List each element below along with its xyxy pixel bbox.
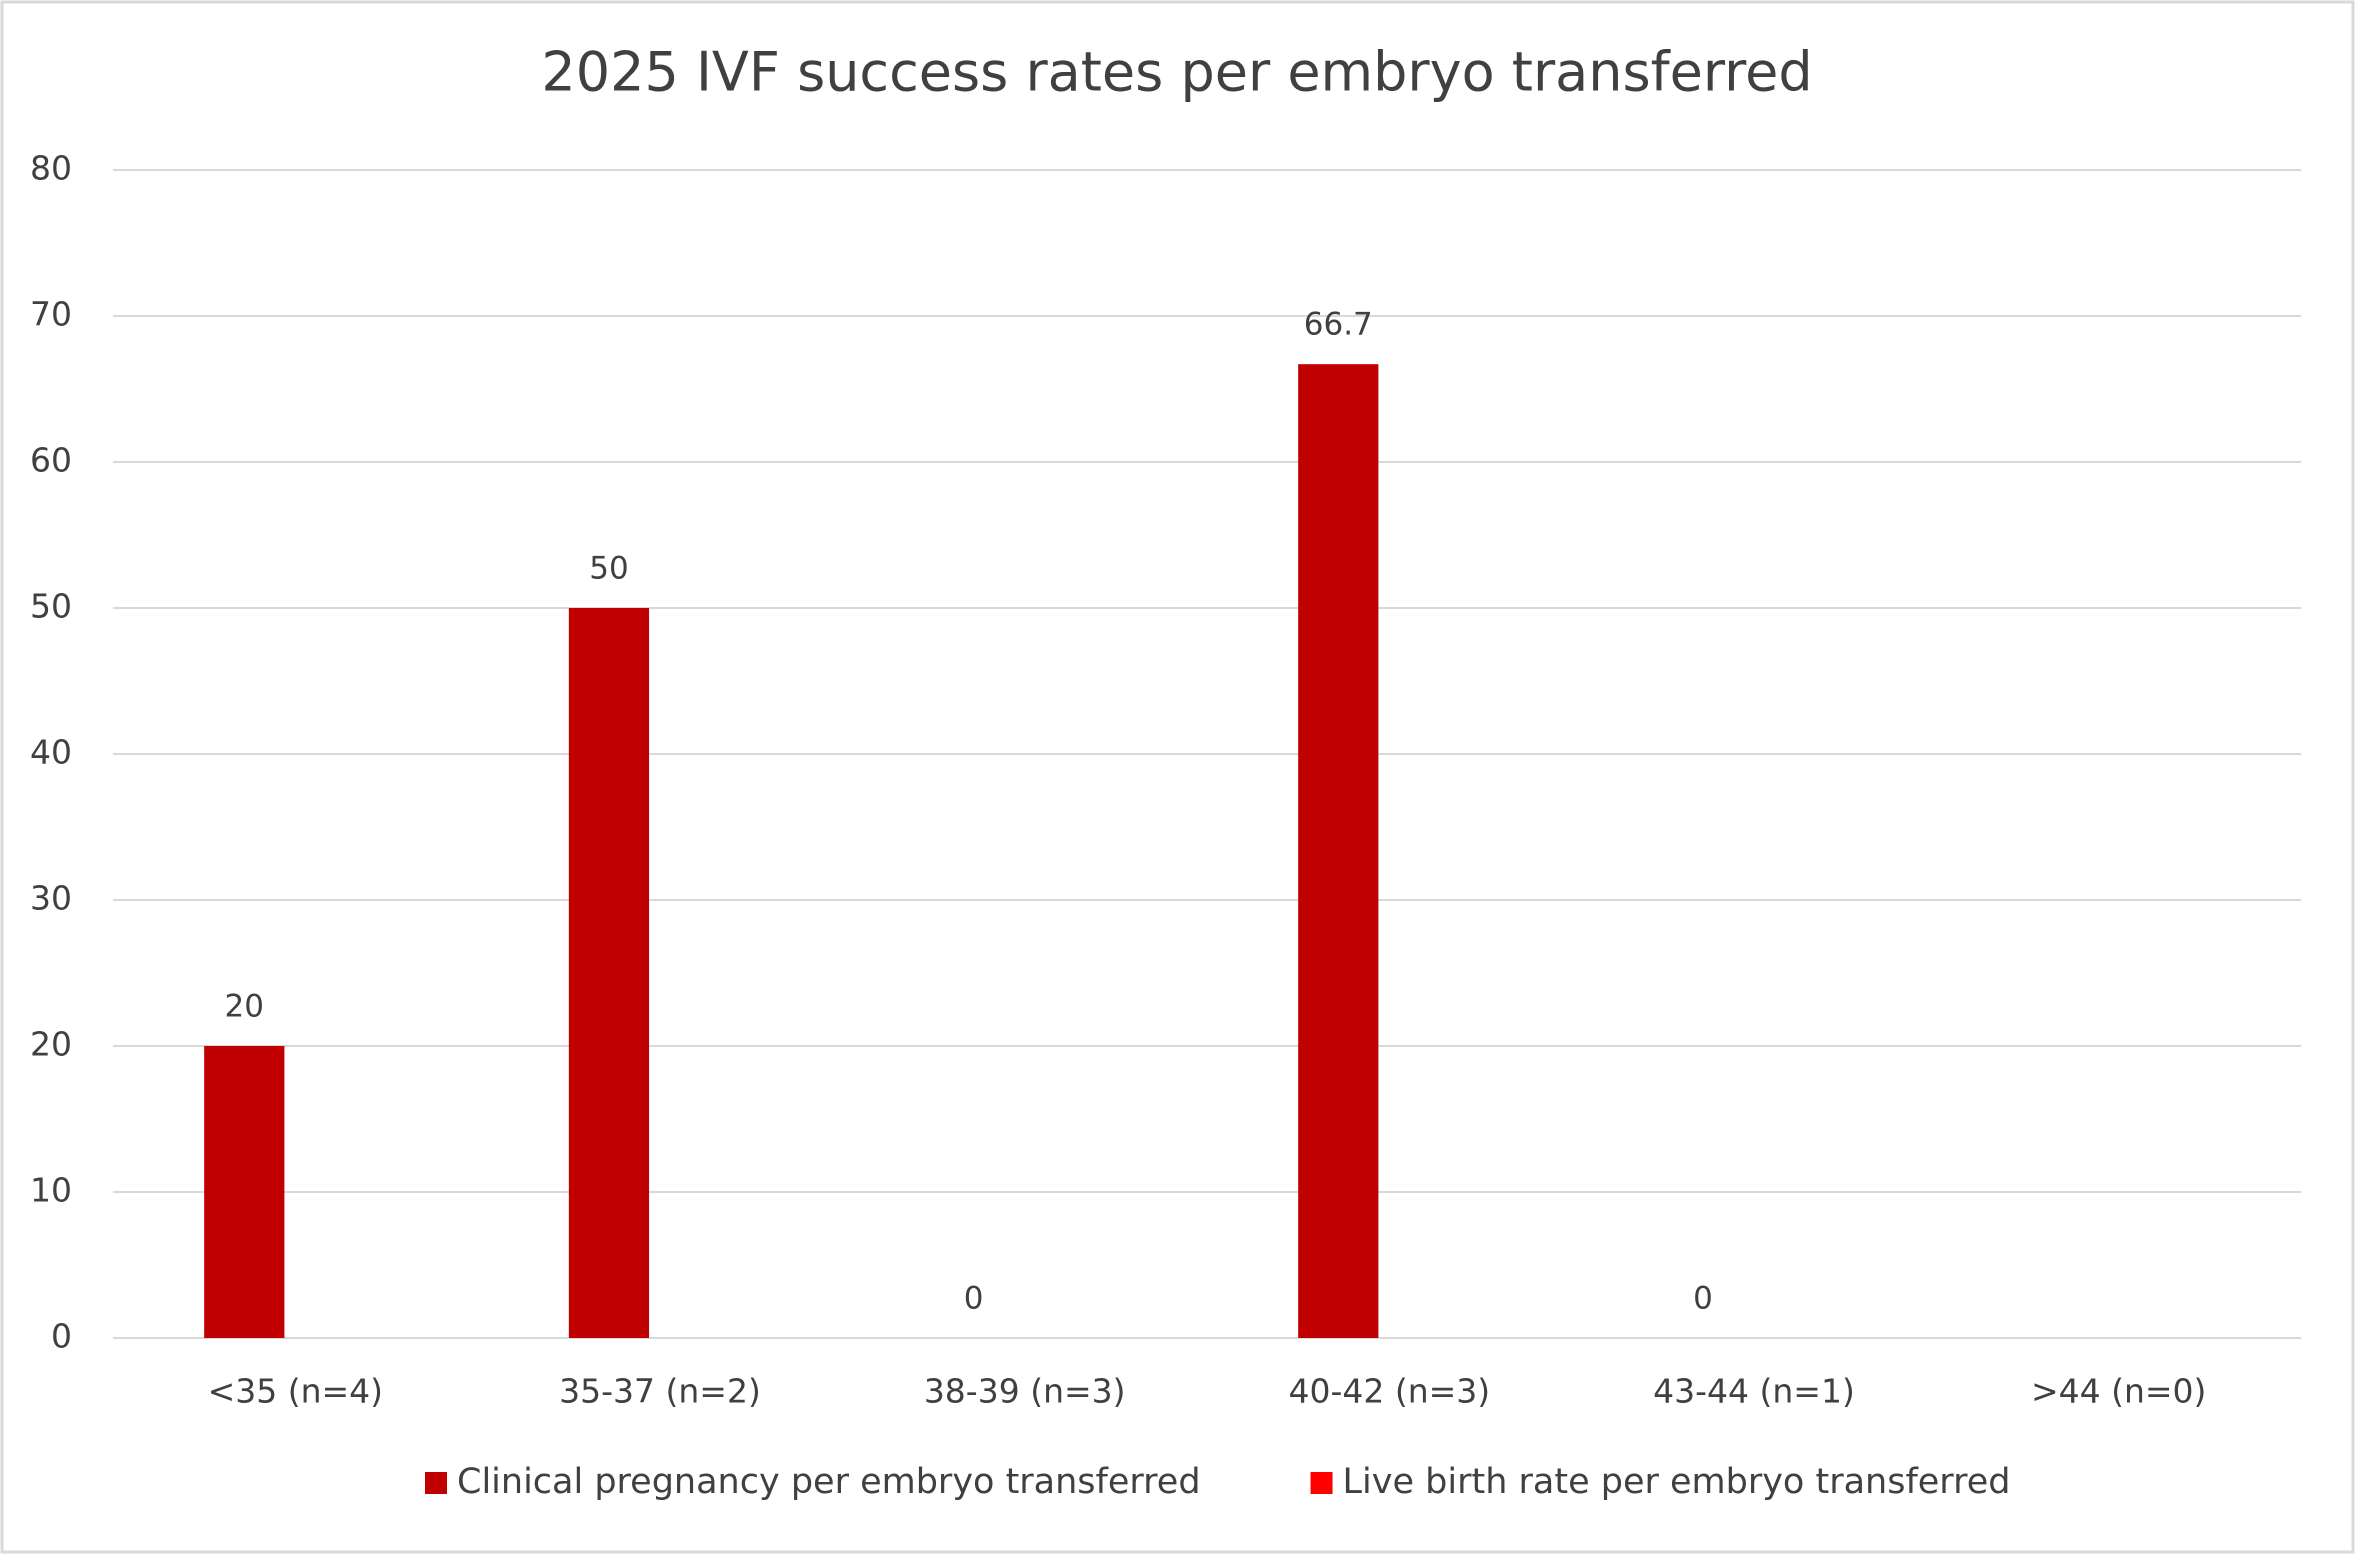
x-tick-label: 40-42 (n=3) — [1288, 1372, 1490, 1411]
y-tick-label: 50 — [30, 587, 72, 626]
y-tick-label: 20 — [30, 1025, 72, 1064]
chart-title: 2025 IVF success rates per embryo transf… — [541, 41, 1812, 104]
legend-label: Clinical pregnancy per embryo transferre… — [457, 1462, 1201, 1502]
x-tick-label: 38-39 (n=3) — [924, 1372, 1126, 1411]
bar — [1298, 364, 1379, 1338]
data-label: 20 — [225, 989, 264, 1025]
data-label: 0 — [1693, 1281, 1713, 1317]
y-tick-label: 30 — [30, 879, 72, 918]
y-tick-label: 10 — [30, 1171, 72, 1210]
y-tick-label: 40 — [30, 733, 72, 772]
data-label: 0 — [964, 1281, 984, 1317]
legend-swatch — [1310, 1472, 1333, 1494]
y-tick-label: 0 — [51, 1317, 72, 1356]
bar — [568, 608, 650, 1338]
bar — [204, 1046, 285, 1338]
x-tick-label: <35 (n=4) — [208, 1372, 383, 1411]
x-tick-label: >44 (n=0) — [2031, 1372, 2206, 1411]
data-label: 66.7 — [1304, 307, 1373, 343]
data-label: 50 — [589, 551, 628, 587]
x-tick-label: 35-37 (n=2) — [559, 1372, 761, 1411]
legend-swatch — [425, 1472, 447, 1494]
y-tick-label: 80 — [30, 149, 72, 188]
y-tick-label: 60 — [30, 441, 72, 480]
legend-label: Live birth rate per embryo transferred — [1343, 1462, 2011, 1502]
y-tick-label: 70 — [30, 295, 72, 334]
x-tick-label: 43-44 (n=1) — [1653, 1372, 1855, 1411]
